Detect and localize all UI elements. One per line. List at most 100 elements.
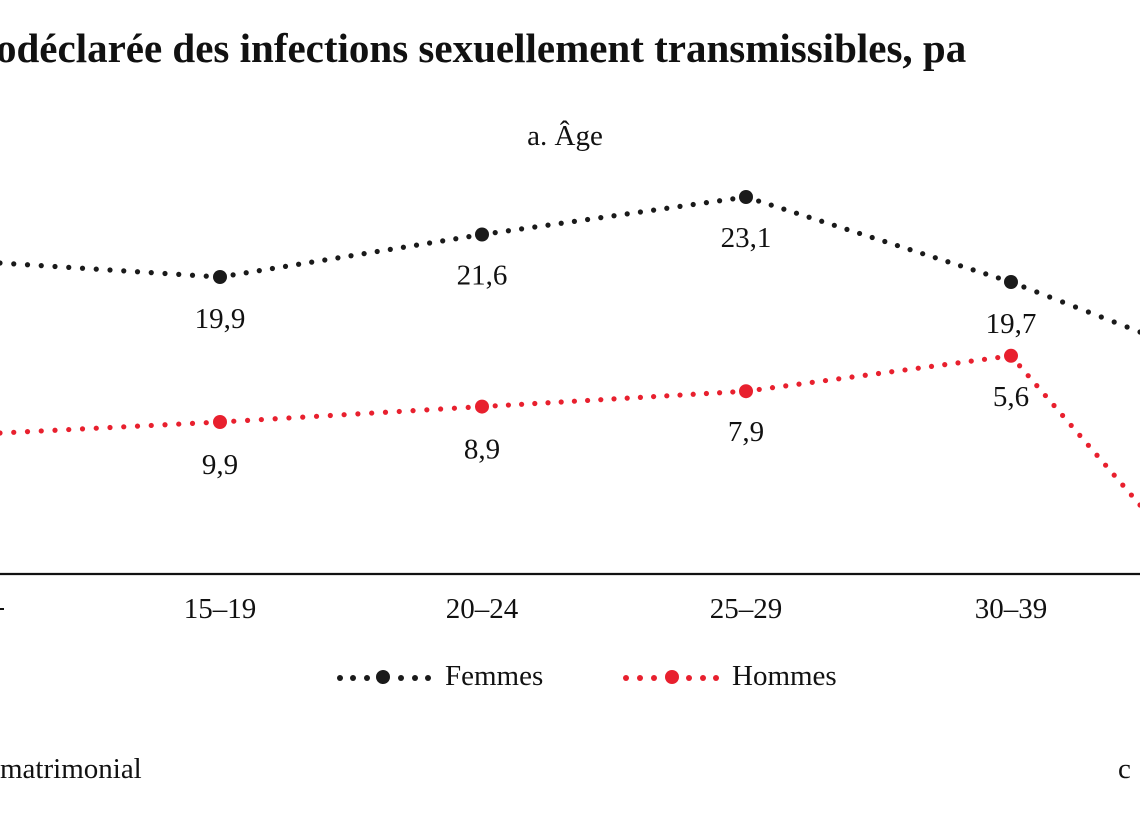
legend-femmes-marker [337,670,431,684]
legend-item-femmes: Femmes [337,660,543,692]
series-1-line-dot [505,402,511,408]
series-0-line-dot [611,213,617,219]
x-tick-label-2: 25–29 [710,593,783,625]
series-1-line-dot [148,422,154,429]
series-0-line-dot [413,242,420,248]
series-1-line-dot [341,412,347,418]
series-1-line-dot [465,404,471,411]
series-0-line-dot [243,270,249,276]
series-1-line-dot [717,390,723,396]
series-0-line-dot [492,230,498,236]
series-1-line-dot [1025,373,1031,379]
footer-right-text: c [1118,753,1131,785]
series-1-line-dot [875,370,882,377]
series-1-line-dot [558,399,564,405]
series-layer [0,190,1140,508]
data-label-hommes-0: 9,9 [202,449,238,481]
series-0-line-dot [545,222,551,228]
series-0-line-dot [162,270,168,277]
series-1-line-dot [677,392,683,398]
series-0-line-dot [0,260,3,266]
series-1-line-dot [1111,472,1117,478]
x-tick-label-1: 20–24 [446,593,519,625]
series-0-line-dot [52,263,58,270]
series-0-line-dot [269,265,275,272]
series-1-line-dot [1034,383,1040,389]
series-0-line-dot [624,211,630,217]
series-1-line-dot [327,412,333,419]
series-0-line-dot [730,196,736,202]
series-0-line-dot [1124,324,1130,330]
series-0-line-dot [440,238,446,244]
series-0-line-dot [1085,309,1091,315]
series-0-line-dot [1060,299,1066,305]
series-0-line-dot [932,255,938,261]
legend-hommes-marker [623,670,719,684]
series-1-line-dot [396,408,402,415]
series-1-line-dot [836,376,842,382]
series-1-line-dot [1051,402,1057,409]
series-0-line-dot [806,214,812,220]
series-0-line-dot [335,255,341,261]
series-1-line-dot [571,398,578,404]
series-0-line-dot [230,272,236,278]
series-femmes-line [0,190,1140,335]
data-label-layer: 19,9 21,6 23,1 19,7 9,9 8,9 7,9 5,6 [195,222,1037,481]
series-0-line-dot [374,248,380,255]
series-1-line-dot [24,429,31,435]
series-1-line-dot [862,372,868,378]
series-1-line-dot [438,406,444,412]
series-1-line-dot [968,358,974,364]
series-0-line-dot [945,259,951,265]
series-0-line-dot [970,267,976,273]
series-1-line-dot [532,400,538,407]
series-0-line-dot [348,253,354,259]
series-1-line-dot [995,354,1001,361]
series-1-line-dot [11,429,17,435]
data-point-femmes-0 [213,270,227,284]
series-1-line-dot [162,422,168,428]
series-0-line-dot [121,268,127,274]
series-1-line-dot [313,413,320,419]
series-0-line-dot [1021,284,1027,290]
series-0-line-dot [598,215,604,221]
series-0-line-dot [93,266,99,272]
series-0-line-dot [768,202,774,208]
series-0-line-dot [134,269,141,275]
series-1-line-dot [1068,422,1074,429]
series-1-line-dot [1103,462,1109,468]
series-1-line-dot [286,415,292,421]
series-0-line-dot [387,246,393,252]
series-0-line-dot [505,228,511,234]
series-1-line-dot [1042,392,1048,399]
series-0-line-dot [844,226,850,232]
data-label-femmes-1: 21,6 [457,260,508,292]
data-point-hommes-0 [213,415,227,429]
series-0-line-dot [957,263,964,269]
series-1-line-dot [382,409,389,415]
series-1-line-dot [915,365,921,371]
series-1-line-dot [300,414,306,420]
series-1-line-dot [1017,363,1023,369]
series-0-line-dot [571,218,578,224]
legend-item-hommes: Hommes [623,660,837,692]
data-point-femmes-1 [475,227,489,242]
series-0-line-dot [79,265,86,271]
series-0-line-dot [781,206,787,212]
series-0-line-dot [983,271,989,277]
series-0-line-dot [793,210,800,216]
series-0-line-dot [717,198,723,204]
data-point-femmes-2 [739,190,753,204]
series-1-line-dot [424,407,430,413]
series-0-line-dot [1137,329,1140,335]
series-0-line-dot [664,205,670,211]
series-0-line-dot [66,264,72,270]
series-0-line-dot [466,234,472,240]
series-1-line-dot [107,424,113,431]
series-1-line-dot [902,367,908,373]
series-1-line-dot [231,418,237,424]
series-1-line-dot [203,420,209,426]
series-1-line-dot [176,421,182,427]
legend-hommes-label: Hommes [732,660,837,692]
